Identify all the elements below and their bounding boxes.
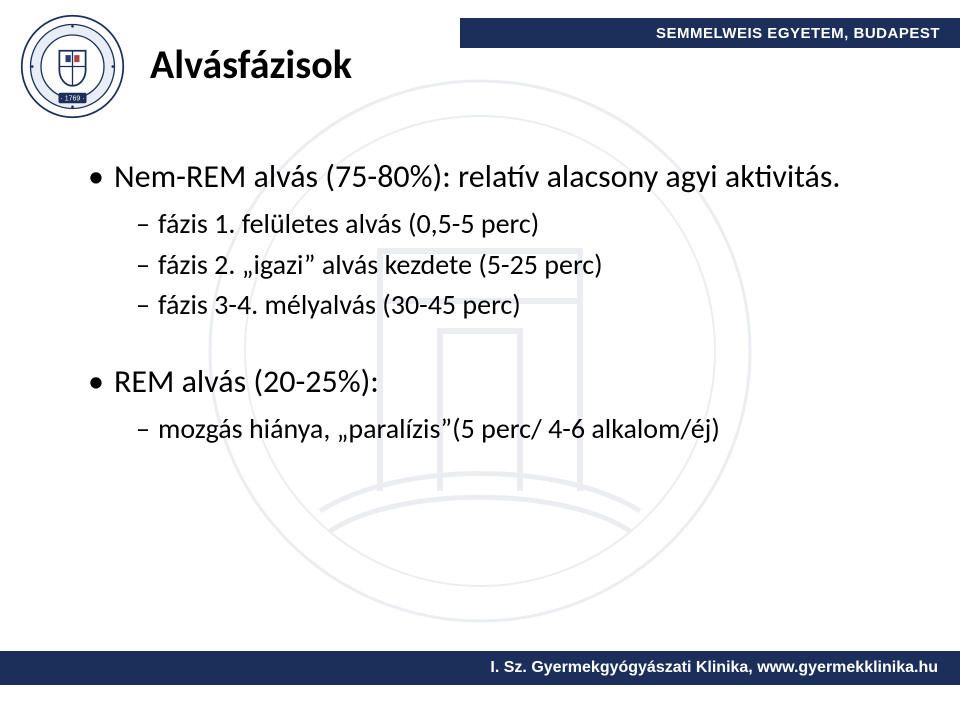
slide: SEMMELWEIS EGYETEM, BUDAPEST · 1769 · (0, 0, 960, 701)
bullet-phase1: fázis 1. felületes alvás (0,5-5 perc) (136, 204, 888, 245)
bullet-phase34: fázis 3-4. mélyalvás (30-45 perc) (136, 285, 888, 326)
content-area: Nem-REM alvás (75-80%): relatív alacsony… (88, 155, 888, 450)
bullet-phase2: fázis 2. „igazi” alvás kezdete (5-25 per… (136, 245, 888, 286)
footer-text: I. Sz. Gyermekgyógyászati Klinika, www.g… (490, 659, 938, 677)
spacer (88, 326, 888, 360)
crest-year: · 1769 · (60, 96, 84, 103)
footer-bar: I. Sz. Gyermekgyógyászati Klinika, www.g… (0, 651, 960, 685)
header-bar: SEMMELWEIS EGYETEM, BUDAPEST (460, 18, 960, 48)
bullet-rem-detail: mozgás hiánya, „paralízis”(5 perc/ 4-6 a… (136, 409, 888, 450)
bullet-nrem: Nem-REM alvás (75-80%): relatív alacsony… (88, 155, 888, 198)
bullet-rem: REM alvás (20-25%): (88, 360, 888, 403)
slide-title: Alvásfázisok (150, 40, 352, 89)
header-org-text: SEMMELWEIS EGYETEM, BUDAPEST (656, 25, 940, 42)
university-crest-icon: · 1769 · (20, 14, 125, 119)
